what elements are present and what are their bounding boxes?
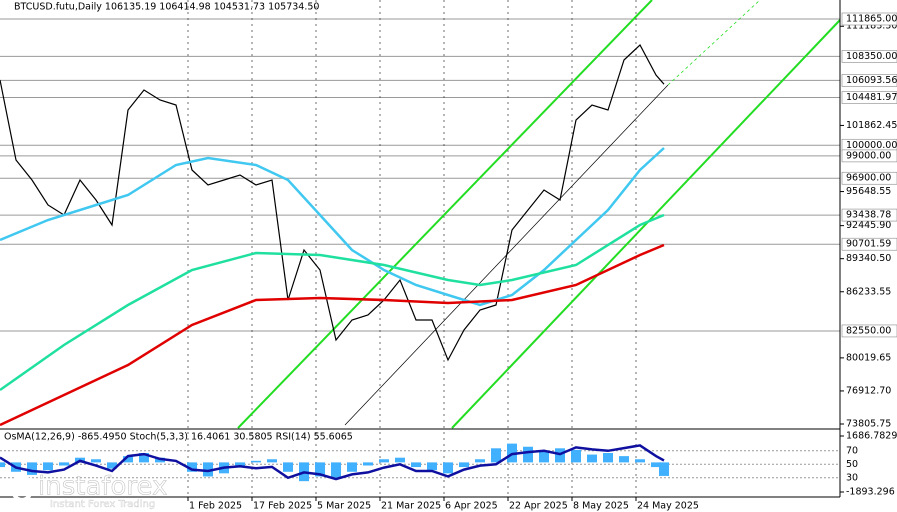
histogram-bar <box>107 462 117 469</box>
level-label: 99000.00 <box>846 150 891 161</box>
level-label: 93438.78 <box>846 210 891 221</box>
level-box <box>841 324 897 338</box>
histogram-bar <box>603 452 613 463</box>
level-label: 82550.00 <box>846 325 891 336</box>
x-tick-label: 6 Apr 2025 <box>445 501 498 512</box>
histogram-bar <box>659 462 669 476</box>
histogram-bar <box>59 462 69 466</box>
x-tick-label: 21 Mar 2025 <box>381 501 441 512</box>
histogram-bar <box>635 459 645 463</box>
histogram-bar <box>139 452 149 463</box>
histogram-bar <box>651 462 661 468</box>
histogram-bar <box>395 457 405 463</box>
histogram-bar <box>539 451 549 463</box>
level-label: 96900.00 <box>846 173 891 184</box>
x-tick-label: 1 Feb 2025 <box>189 501 242 512</box>
chart-title: BTCUSD.futu,Daily 106135.19 106414.98 10… <box>14 2 319 13</box>
histogram-bar <box>571 449 581 463</box>
histogram-bar <box>427 462 437 471</box>
level-box <box>841 171 897 185</box>
histogram-bar <box>523 446 533 463</box>
histogram-bar <box>475 459 485 463</box>
histogram-bar <box>235 462 245 468</box>
y-tick-label: 101862.45 <box>846 120 897 131</box>
histogram-bar <box>27 462 37 475</box>
histogram-bar <box>123 456 133 463</box>
level-box <box>841 91 897 104</box>
brand: instaforex <box>38 472 167 502</box>
histogram-bar <box>203 462 213 477</box>
x-tick-label: 8 May 2025 <box>573 501 629 512</box>
series-line <box>0 243 665 427</box>
indicator-title: OsMA(12,26,9) -865.4950 Stoch(5,3,3) 16.… <box>4 432 353 443</box>
histogram-bar <box>251 460 261 463</box>
histogram-bar <box>443 462 453 474</box>
level-label: 111865.00 <box>846 13 897 24</box>
histogram-bar <box>459 462 469 468</box>
channel-line <box>237 0 653 429</box>
level-label: 104481.97 <box>846 92 897 103</box>
level-box <box>841 208 897 222</box>
level-label: 108350.00 <box>846 51 897 62</box>
level-box <box>841 237 897 251</box>
y2-tick-label: 1686.7829 <box>846 431 897 442</box>
histogram-bar <box>43 462 53 471</box>
logo <box>9 475 35 501</box>
y-tick-label: 50 <box>846 459 858 470</box>
y-tick-label: 70 <box>846 445 858 456</box>
y-tick-label: 30 <box>846 472 858 483</box>
y-tick-label: 73805.75 <box>846 419 891 430</box>
histogram-bar <box>347 462 357 472</box>
level-box <box>841 50 897 63</box>
x-tick-label: 24 May 2025 <box>637 501 699 512</box>
x-tick-label: 17 Feb 2025 <box>253 501 312 512</box>
histogram-bar <box>283 462 293 472</box>
histogram-bar <box>331 462 341 479</box>
level-label: 106093.56 <box>846 75 897 86</box>
y-tick-label: 80019.65 <box>846 352 891 363</box>
channel-line <box>451 19 841 429</box>
y-tick-label: 86233.55 <box>846 286 891 297</box>
level-label: 100000.00 <box>846 140 897 151</box>
y-tick-label: 111183.30 <box>846 21 897 32</box>
histogram-bar <box>0 462 5 468</box>
histogram-bar <box>587 454 597 463</box>
y-tick-label: 95648.55 <box>846 186 891 197</box>
series-line <box>0 147 665 307</box>
y-tick-label: 89340.50 <box>846 253 891 264</box>
series-line <box>0 444 665 481</box>
y-tick-label: 92445.90 <box>846 220 891 231</box>
level-box <box>841 149 897 163</box>
level-box <box>841 12 897 26</box>
series-line <box>0 213 665 392</box>
trend-line <box>667 0 761 86</box>
level-label: 90701.59 <box>846 239 891 250</box>
level-box <box>841 74 897 87</box>
histogram-bar <box>363 462 373 466</box>
x-tick-label: 22 Apr 2025 <box>509 501 568 512</box>
y2-tick-label: -1893.296 <box>846 487 895 498</box>
histogram-bar <box>187 462 197 472</box>
series-line <box>0 44 665 362</box>
histogram-bar <box>491 448 501 463</box>
watermark: instaforex Instant Forex Trading <box>9 471 168 510</box>
histogram-bar <box>91 459 101 463</box>
histogram-bar <box>619 456 629 463</box>
tagline: Instant Forex Trading <box>50 499 155 510</box>
histogram-bar <box>379 459 389 463</box>
histogram-bar <box>411 462 421 468</box>
histogram-bar <box>315 462 325 477</box>
x-tick-label: 5 Mar 2025 <box>317 501 371 512</box>
histogram-bar <box>267 459 277 463</box>
y-tick-label: 76912.70 <box>846 385 891 396</box>
